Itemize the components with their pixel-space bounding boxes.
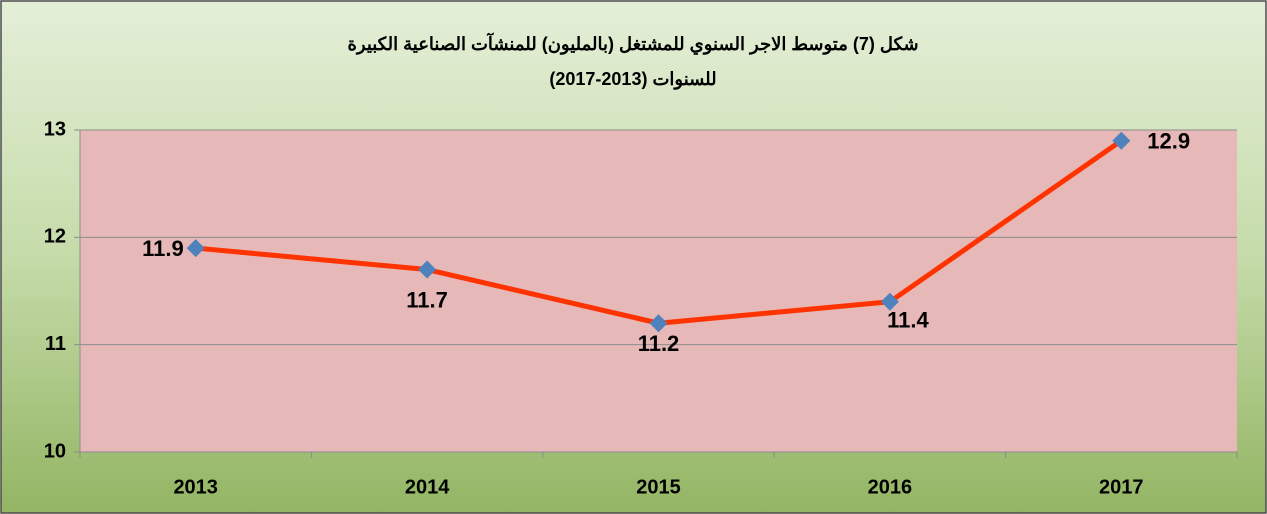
- marker: [649, 314, 668, 333]
- y-tick-label: 10: [44, 440, 66, 462]
- marker: [880, 292, 899, 311]
- data-label: 11.4: [887, 308, 929, 333]
- x-tick-label: 2017: [1099, 476, 1144, 498]
- x-tick-label: 2016: [868, 476, 913, 498]
- y-tick-label: 12: [44, 226, 66, 248]
- chart-title: شكل (7) متوسط الاجر السنوي للمشتغل (بالم…: [347, 32, 918, 55]
- data-label: 11.9: [142, 236, 184, 261]
- plot-area: [80, 130, 1237, 452]
- marker: [418, 260, 437, 279]
- data-label: 12.9: [1147, 129, 1190, 154]
- y-tick-label: 11: [45, 333, 66, 355]
- marker: [1112, 131, 1131, 150]
- x-tick-label: 2014: [405, 476, 450, 498]
- chart-title: للسنوات (2013-2017): [549, 69, 716, 90]
- x-tick-label: 2013: [173, 476, 218, 498]
- y-tick-label: 13: [44, 118, 66, 140]
- data-label: 11.7: [406, 287, 448, 312]
- x-tick-label: 2015: [636, 476, 681, 498]
- marker: [186, 239, 205, 258]
- data-label: 11.2: [638, 331, 680, 356]
